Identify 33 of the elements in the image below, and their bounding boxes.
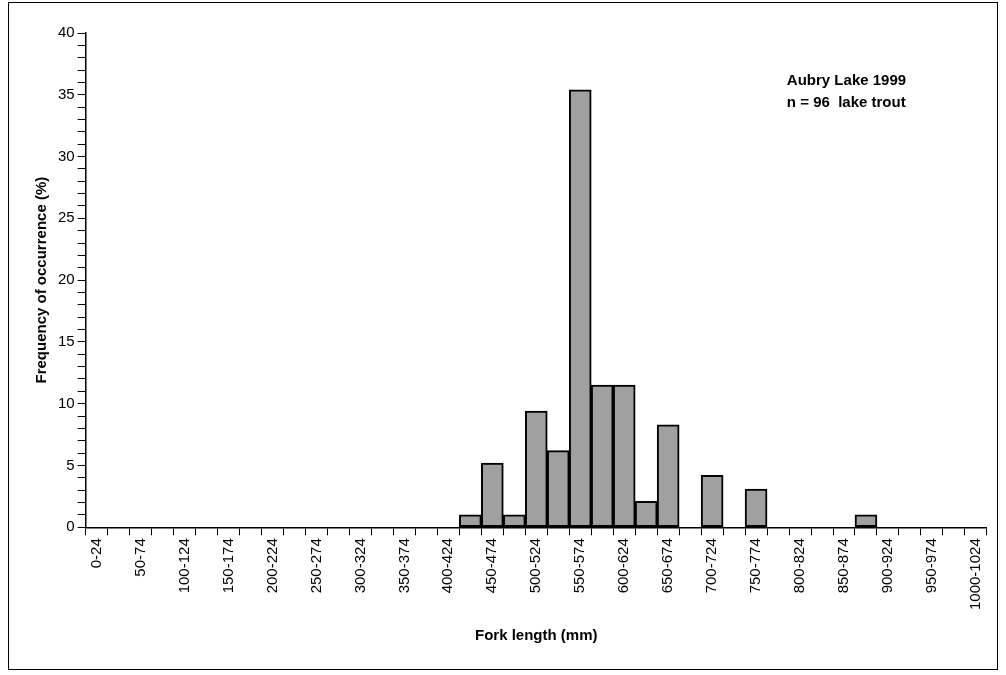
x-tick-label: 750-774 — [746, 538, 764, 594]
x-tick-label: 400-424 — [438, 538, 456, 594]
annotation: Aubry Lake 1999 n = 96 lake trout — [786, 70, 907, 110]
x-tick-label: 700-724 — [702, 538, 720, 594]
x-tick-label: 800-824 — [790, 538, 808, 594]
y-tick-label: 20 — [58, 270, 75, 288]
x-tick-label: 250-274 — [306, 538, 324, 594]
y-tick-label: 5 — [66, 455, 75, 473]
x-tick-label: 650-674 — [658, 538, 676, 594]
x-tick-label: 1000-1024 — [966, 538, 984, 610]
y-tick-label: 0 — [66, 517, 75, 535]
x-tick-label: 900-924 — [878, 538, 896, 594]
x-tick-label: 200-224 — [262, 538, 280, 594]
x-tick-label: 300-324 — [350, 538, 368, 594]
x-tick-label: 150-174 — [218, 538, 236, 594]
x-axis-title: Fork length (mm) — [475, 626, 598, 644]
x-tick-label: 0-24 — [86, 538, 104, 569]
y-tick-label: 35 — [58, 84, 75, 102]
y-tick-label: 15 — [58, 332, 75, 350]
x-tick-label: 950-974 — [922, 538, 940, 594]
x-tick-label: 850-874 — [834, 538, 852, 594]
y-tick-label: 40 — [58, 23, 75, 41]
y-axis-title: Frequency of occurrence (%) — [32, 176, 50, 384]
x-tick-label: 50-74 — [130, 538, 148, 577]
x-tick-label: 550-574 — [570, 538, 588, 594]
y-tick-label: 25 — [58, 208, 75, 226]
x-tick-label: 100-124 — [174, 538, 192, 594]
y-tick-label: 10 — [58, 393, 75, 411]
y-tick-label: 30 — [58, 146, 75, 164]
x-tick-label: 600-624 — [614, 538, 632, 594]
x-tick-label: 450-474 — [482, 538, 500, 594]
x-tick-label: 500-524 — [526, 538, 544, 594]
x-tick-label: 350-374 — [394, 538, 412, 594]
